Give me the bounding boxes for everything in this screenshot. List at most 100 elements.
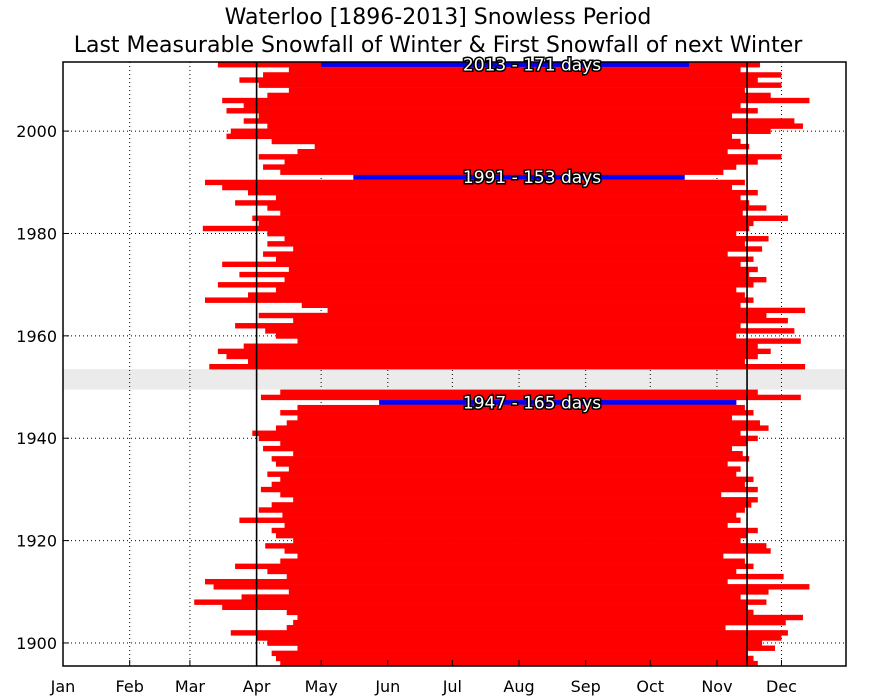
bar-1899 bbox=[297, 645, 776, 651]
bar-1972 bbox=[239, 271, 750, 278]
bar-1978 bbox=[267, 241, 745, 247]
bar-1911 bbox=[213, 584, 810, 590]
bar-1917 bbox=[297, 553, 724, 559]
bar-1945 bbox=[280, 410, 754, 416]
bar-1969 bbox=[275, 287, 737, 293]
highlight-bar-1947 bbox=[379, 400, 737, 405]
y-tick-label: 1980 bbox=[16, 224, 57, 243]
missing-years-band bbox=[63, 369, 846, 390]
bar-1948 bbox=[260, 394, 801, 401]
highlight-labels: 1947 - 165 days 1991 - 153 days 2013 - 171… bbox=[461, 54, 602, 415]
bar-1964 bbox=[258, 312, 767, 319]
bar-1998 bbox=[271, 138, 741, 145]
chart-title: Waterloo [1896-2013] Snowless Period bbox=[225, 5, 652, 30]
bar-1993 bbox=[263, 164, 737, 170]
bar-1999 bbox=[226, 133, 732, 140]
x-axis-ticks: Jan Feb Mar Apr May Jun Jul Aug Sep Oct Nov Dec bbox=[50, 660, 797, 696]
bar-1992 bbox=[280, 169, 724, 175]
bar-1994 bbox=[284, 159, 758, 165]
bar-1931 bbox=[271, 481, 745, 488]
bar-1919 bbox=[265, 543, 767, 549]
highlight-label-1947: 1947 - 165 days bbox=[463, 393, 601, 413]
chart-subtitle: Last Measurable Snowfall of Winter & Fir… bbox=[74, 33, 804, 58]
bar-1898 bbox=[271, 650, 748, 657]
bar-1987 bbox=[275, 195, 741, 201]
bar-1900 bbox=[267, 640, 763, 646]
bar-1915 bbox=[235, 563, 754, 570]
x-tick-label: Jan bbox=[50, 677, 76, 696]
bar-1897 bbox=[275, 655, 754, 662]
bar-1928 bbox=[293, 497, 758, 503]
bar-1995 bbox=[258, 154, 782, 160]
bar-1941 bbox=[252, 430, 741, 436]
x-tick-label: Feb bbox=[116, 677, 144, 696]
bar-1986 bbox=[235, 200, 750, 206]
bar-1903 bbox=[286, 625, 726, 631]
plot-frame bbox=[62, 61, 847, 667]
x-tick-label: Oct bbox=[636, 677, 664, 696]
bar-1938 bbox=[263, 445, 732, 452]
x-tick-label: Mar bbox=[175, 677, 206, 696]
reference-lines bbox=[255, 62, 748, 666]
bar-2012 bbox=[288, 67, 741, 73]
y-tick-label: 1940 bbox=[16, 429, 57, 448]
bar-1916 bbox=[280, 558, 745, 564]
bar-1977 bbox=[293, 246, 763, 252]
bar-1975 bbox=[275, 256, 754, 262]
bar-1984 bbox=[280, 210, 743, 216]
bar-1922 bbox=[271, 527, 758, 534]
x-tick-label: Nov bbox=[701, 677, 732, 696]
bar-1960 bbox=[275, 333, 737, 339]
bar-1962 bbox=[235, 323, 741, 329]
bar-1939 bbox=[280, 440, 748, 447]
bar-2006 bbox=[222, 97, 810, 104]
bar-1936 bbox=[271, 456, 750, 462]
bar-1949 bbox=[280, 389, 758, 396]
bar-1937 bbox=[293, 451, 743, 457]
highlight-bars bbox=[321, 62, 737, 405]
bar-1954 bbox=[209, 364, 806, 370]
bar-1930 bbox=[260, 486, 758, 493]
y-tick-label: 1900 bbox=[16, 634, 57, 653]
bar-1985 bbox=[267, 205, 767, 211]
x-tick-label: Dec bbox=[766, 677, 797, 696]
bar-2003 bbox=[258, 113, 732, 119]
bar-1907 bbox=[222, 604, 748, 610]
bar-1956 bbox=[226, 353, 758, 360]
bar-1943 bbox=[286, 420, 760, 426]
bar-1923 bbox=[284, 522, 728, 529]
highlight-bar-2013 bbox=[321, 62, 689, 67]
bar-1968 bbox=[247, 292, 745, 298]
bar-2009 bbox=[258, 82, 782, 88]
bar-1913 bbox=[286, 573, 784, 580]
x-tick-label: Aug bbox=[503, 677, 534, 696]
bar-1959 bbox=[297, 338, 801, 344]
bar-1989 bbox=[222, 184, 732, 191]
bar-1901 bbox=[256, 635, 782, 641]
bar-1965 bbox=[327, 307, 806, 314]
bar-1933 bbox=[267, 471, 737, 477]
bar-2000 bbox=[230, 128, 771, 134]
highlight-bar-1991 bbox=[353, 174, 685, 180]
x-tick-label: Jul bbox=[442, 677, 462, 696]
bar-1946 bbox=[297, 404, 745, 411]
bar-2011 bbox=[263, 72, 782, 78]
bar-1921 bbox=[275, 532, 748, 539]
y-axis-ticks: 1900 1920 1940 1960 1980 2000 bbox=[16, 122, 69, 653]
bar-1909 bbox=[241, 594, 741, 600]
bar-1971 bbox=[284, 276, 767, 283]
bar-1934 bbox=[288, 466, 741, 472]
bar-1966 bbox=[301, 302, 741, 308]
bar-1925 bbox=[282, 512, 737, 518]
bar-1918 bbox=[284, 548, 771, 554]
bar-1974 bbox=[222, 261, 741, 268]
highlight-label-2013: 2013 - 171 days bbox=[463, 56, 601, 76]
bar-1980 bbox=[267, 230, 737, 237]
bar-1973 bbox=[288, 266, 758, 273]
bar-1997 bbox=[314, 143, 750, 150]
bar-1924 bbox=[239, 517, 741, 523]
bar-1976 bbox=[263, 251, 728, 257]
highlight-label-1991: 1991 - 153 days bbox=[463, 168, 601, 188]
y-tick-label: 2000 bbox=[16, 122, 57, 141]
missing-years-rect bbox=[63, 369, 846, 390]
